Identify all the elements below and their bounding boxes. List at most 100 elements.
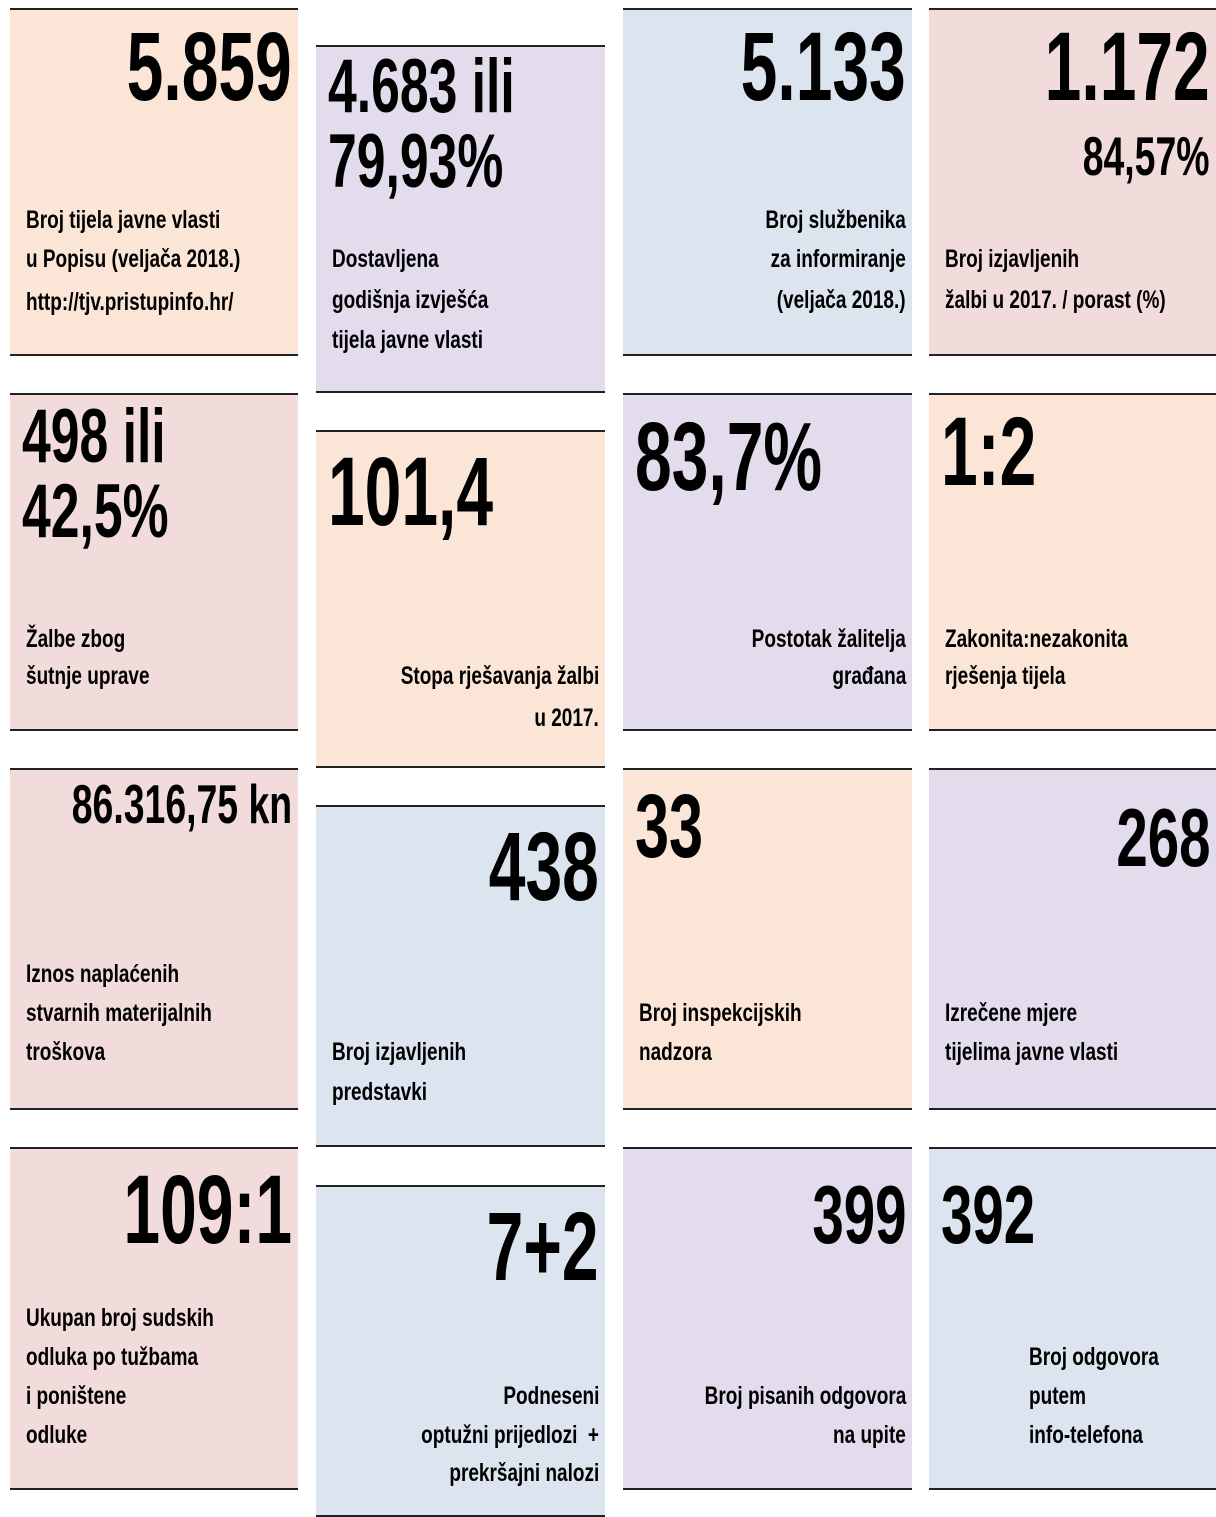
stat-label: Broj izjavljenih (332, 1038, 508, 1067)
stat-label: putem (1029, 1382, 1104, 1411)
stat-label: Ukupan broj sudskih (26, 1304, 273, 1333)
stat-card: 83,7% Postotak žalitelja građana (623, 393, 912, 731)
stat-label: Broj inspekcijskih (639, 999, 853, 1028)
stat-value: 42,5% (22, 468, 238, 555)
stat-value-text: 498 ili (22, 393, 166, 479)
stat-label-text: Broj tijela javne vlasti (26, 205, 221, 234)
stat-label: Stopa rješavanja žalbi (338, 662, 599, 691)
stat-label: predstavki (332, 1078, 457, 1107)
stat-label-text: u Popisu (veljača 2018.) (26, 244, 241, 273)
stat-label: na upite (810, 1421, 906, 1450)
stat-card: 268 Izrečene mjere tijelima javne vlasti (929, 768, 1216, 1110)
stat-label-text: Broj pisanih odgovora (704, 1381, 906, 1410)
stat-label: troškova (26, 1038, 130, 1067)
stat-label-text: žalbi u 2017. / porast (%) (945, 285, 1166, 314)
stat-label: Zakonita:nezakonita (945, 625, 1185, 654)
stat-card: 109:1 Ukupan broj sudskih odluka po tužbam… (10, 1147, 298, 1490)
stat-value-text: 101,4 (328, 436, 494, 546)
stat-label: žalbi u 2017. / porast (%) (945, 286, 1216, 315)
stat-label-text: odluke (26, 1420, 88, 1449)
stat-label: info-telefona (1029, 1421, 1179, 1450)
stat-label: u 2017. (514, 704, 599, 733)
stat-value: 1.172 (967, 11, 1210, 123)
stat-label-text: Broj izjavljenih (945, 244, 1080, 273)
stat-card: 33 Broj inspekcijskih nadzora (623, 768, 912, 1110)
stat-label-text: Zakonita:nezakonita (945, 624, 1128, 653)
stat-label-text: na upite (833, 1420, 906, 1449)
stat-label: tijela javne vlasti (332, 326, 531, 355)
stat-value: 498 ili (22, 393, 233, 480)
stat-value-text: 392 (941, 1167, 1036, 1261)
stat-label-text: Postotak žalitelja (751, 624, 906, 653)
stat-card: 498 ili 42,5% Žalbe zbog šutnje uprave (10, 393, 298, 731)
stat-label: http://tjv.pristupinfo.hr/ (26, 288, 299, 317)
stat-label-text: troškova (26, 1037, 106, 1066)
stat-label-text: Žalbe zbog (26, 624, 126, 653)
stat-label-text: Izrečene mjere (945, 998, 1078, 1027)
stat-label: tijelima javne vlasti (945, 1038, 1173, 1067)
stat-value: 84,57% (1023, 125, 1210, 188)
stat-value: 83,7% (635, 401, 910, 513)
stat-label: rješenja tijela (945, 662, 1103, 691)
stat-label-text: odluka po tužbama (26, 1342, 199, 1371)
stat-value-text: 4.683 ili (328, 43, 515, 129)
stat-label: Postotak žalitelja (703, 625, 906, 654)
stat-value: 392 (941, 1167, 1079, 1262)
stat-card: 1.172 84,57% Broj izjavljenih žalbi u 2017.… (929, 8, 1216, 356)
stat-card: 1:2 Zakonita:nezakonita rješenja tijela (929, 393, 1216, 731)
stat-label: Iznos naplaćenih (26, 960, 227, 989)
stat-label: optužni prijedlozi + (365, 1421, 599, 1450)
stat-label: prekršajni nalozi (402, 1459, 599, 1488)
stat-card: 438 Broj izjavljenih predstavki (316, 805, 605, 1147)
stat-value-text: 5.859 (126, 11, 292, 121)
stat-value-text: 5.133 (740, 11, 906, 121)
stat-label-text: godišnja izvješća (332, 285, 489, 314)
stat-value: 7+2 (434, 1191, 599, 1303)
stat-label: stvarnih materijalnih (26, 999, 271, 1028)
stat-label-text: Stopa rješavanja žalbi (400, 661, 599, 690)
stat-card: 7+2 Podneseni optužni prijedlozi + prekršaj… (316, 1185, 605, 1517)
stat-label-text: putem (1029, 1381, 1086, 1410)
stat-label-text: optužni prijedlozi + (421, 1420, 599, 1449)
stat-value: 399 (768, 1167, 906, 1262)
stat-label-text: http://tjv.pristupinfo.hr/ (26, 287, 234, 316)
stat-label-text: šutnje uprave (26, 661, 150, 690)
stat-value: 1:2 (941, 396, 1081, 508)
stat-label-text: Broj odgovora (1029, 1342, 1159, 1371)
stat-label-text: Broj inspekcijskih (639, 998, 802, 1027)
stat-value-text: 1.172 (1044, 11, 1210, 121)
stat-value: 4.683 ili (328, 43, 603, 130)
stat-value-text: 1:2 (941, 396, 1037, 506)
stat-value: 5.133 (663, 11, 906, 123)
stat-card: 5.133 Broj službenika za informiranje (velj… (623, 8, 912, 356)
stat-label-text: Podneseni (502, 1381, 599, 1410)
stat-card: 101,4 Stopa rješavanja žalbi u 2017. (316, 430, 605, 768)
stat-label-text: Dostavljena (332, 244, 439, 273)
stat-value-text: 268 (1115, 790, 1210, 884)
stat-value-text: 79,93% (328, 118, 504, 204)
stat-label-text: stvarnih materijalnih (26, 998, 212, 1027)
stat-label: Podneseni (473, 1382, 599, 1411)
stat-value: 109:1 (44, 1154, 292, 1266)
stat-label-text: rješenja tijela (945, 661, 1066, 690)
stat-label-text: Ukupan broj sudskih (26, 1303, 214, 1332)
stat-card: 392 Broj odgovora putem info-telefona (929, 1147, 1216, 1490)
stat-label: Žalbe zbog (26, 625, 157, 654)
stat-label: Broj tijela javne vlasti (26, 206, 282, 235)
stat-label-text: Broj izjavljenih (332, 1037, 467, 1066)
stat-label: Broj pisanih odgovora (641, 1382, 906, 1411)
stat-label: u Popisu (veljača 2018.) (26, 245, 308, 274)
stat-label: odluka po tužbama (26, 1343, 252, 1372)
stat-label: nadzora (639, 1038, 735, 1067)
stat-label: Dostavljena (332, 245, 472, 274)
stat-value: 5.859 (49, 11, 292, 123)
stat-label: Broj izjavljenih (945, 245, 1121, 274)
stat-label: (veljača 2018.) (736, 286, 906, 315)
stat-label-text: Broj službenika (765, 205, 906, 234)
stat-label-text: prekršajni nalozi (449, 1458, 599, 1487)
stat-label-text: i poništene (26, 1381, 127, 1410)
stat-value-text: 33 (635, 776, 704, 877)
stat-value: 33 (635, 776, 735, 880)
stat-label-text: za informiranje (770, 244, 906, 273)
